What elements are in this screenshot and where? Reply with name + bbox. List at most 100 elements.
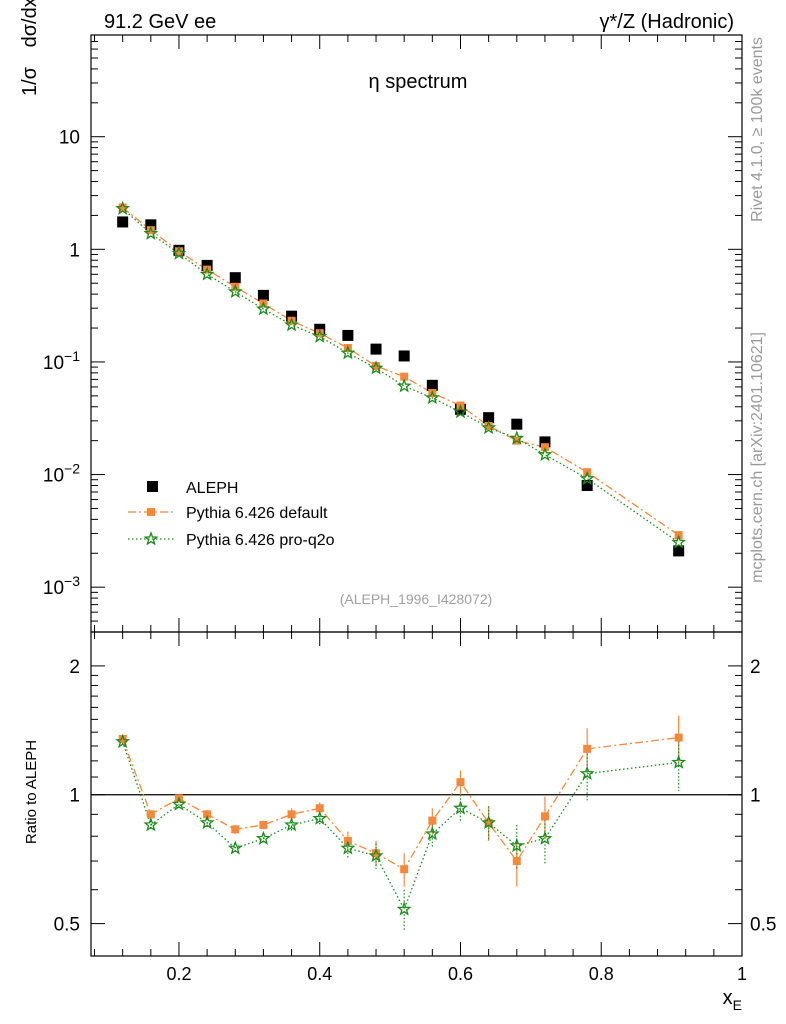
proq2o-point [255, 301, 271, 316]
ratio-y-tick-label-right: 2 [750, 657, 761, 678]
ratio-y-tick-label-right: 0.5 [750, 915, 776, 936]
y-tick-base: 1 [69, 240, 80, 261]
ylabel-main: dσ/dx [19, 0, 41, 47]
aleph-point [673, 545, 685, 557]
ratio-proq2o-point [115, 733, 131, 749]
ratio-frame [90, 631, 743, 957]
aleph-point [257, 289, 269, 301]
y-tick-base: 10 [43, 466, 64, 487]
aleph-point [201, 259, 213, 271]
ratio-line-default [122, 736, 679, 871]
proq2o-point [671, 534, 687, 549]
x-tick-label: 0.6 [448, 964, 473, 984]
ratio-proq2o-point [171, 796, 187, 811]
proq2o-point [453, 404, 468, 419]
ratio-default-point [583, 744, 592, 753]
y-tick-label: 1 [69, 240, 80, 261]
ratio-ylabel: Ratio to ALEPH [23, 740, 40, 844]
default-point [118, 203, 127, 212]
xlabel-main: x [723, 987, 733, 1009]
y-tick-base: 10 [43, 353, 64, 374]
ratio-proq2o-point [143, 817, 159, 832]
header-right-label: γ*/Z (Hadronic) [600, 11, 734, 33]
ratio-default-point [259, 820, 268, 829]
aleph-point [145, 219, 157, 231]
legend-label-proq2o: Pythia 6.426 pro-q2o [186, 532, 335, 549]
ratio-proq2o-point [255, 830, 271, 845]
x-tick-label: 0.2 [166, 964, 191, 984]
aleph-point [539, 436, 551, 448]
ratio-default-point [372, 849, 381, 858]
proq2o-point [368, 360, 384, 375]
y-tick-label: 10−1 [43, 348, 80, 374]
legend: ALEPH Pythia 6.426 default Pythia 6.426 … [128, 480, 335, 549]
ratio-default-point [231, 825, 240, 834]
ratio-default-point [146, 810, 155, 819]
ratio-y-tick-label-right: 1 [750, 786, 761, 807]
legend-marker-aleph [147, 481, 158, 492]
ratio-proq2o-point [481, 814, 497, 830]
proq2o-point [312, 328, 328, 343]
analysis-id-label: (ALEPH_1996_I428072) [340, 591, 493, 607]
proq2o-point [481, 419, 497, 435]
aleph-point [398, 350, 410, 362]
y-tick-exponent: −2 [64, 461, 80, 477]
default-point [146, 226, 155, 235]
ratio-default-point [287, 810, 296, 819]
aleph-point [229, 272, 241, 284]
main-ylabel: 1/σ dσ/dx E [19, 0, 41, 96]
ratio-series [115, 715, 687, 932]
rivet-version-label: Rivet 4.1.0, ≥ 100k events [749, 37, 766, 222]
ratio-proq2o-point [424, 826, 440, 841]
proq2o-point [424, 389, 440, 405]
default-point [372, 362, 381, 371]
ratio-proq2o-point [199, 814, 215, 830]
aleph-point [286, 310, 298, 322]
aleph-point [483, 412, 495, 424]
y-tick-exponent: −3 [64, 573, 80, 589]
ratio-default-point [203, 810, 212, 819]
proq2o-point [509, 430, 525, 445]
proq2o-point [284, 317, 300, 332]
y-tick-base: 10 [43, 578, 64, 599]
ratio-proq2o-point [537, 830, 553, 845]
proq2o-point [227, 283, 243, 299]
ratio-proq2o-point [340, 840, 356, 855]
ratio-default-point [512, 857, 521, 866]
ratio-proq2o-point [509, 837, 525, 853]
ratio-panel: 0.2 0.4 0.6 0.8 1 2 2 1 1 0.5 0.5 Ratio to ALEPH x… [23, 631, 776, 1013]
ratio-y-tick-label: 0.5 [54, 915, 80, 936]
ratio-default-point [484, 818, 493, 827]
proq2o-point [579, 470, 595, 486]
ratio-xlabel: xE [723, 987, 742, 1013]
legend-label-default: Pythia 6.426 default [186, 505, 328, 522]
proq2o-point [115, 200, 131, 215]
ylabel-prefix: 1/σ [19, 66, 41, 96]
ratio-proq2o-point [396, 901, 412, 916]
ratio-proq2o-point [227, 840, 243, 855]
ratio-proq2o-point [671, 754, 687, 769]
main-series [115, 200, 687, 557]
x-tick-label: 0.8 [589, 964, 614, 984]
default-point [174, 247, 183, 256]
proq2o-point [171, 245, 187, 260]
ratio-default-point [118, 734, 127, 743]
ratio-default-point [400, 865, 409, 874]
x-tick-label: 0.4 [307, 964, 332, 984]
aleph-point [342, 329, 354, 341]
ratio-proq2o-point [368, 847, 384, 863]
ratio-ticks: 0.2 0.4 0.6 0.8 1 2 2 1 1 0.5 0.5 [54, 632, 776, 984]
ratio-default-point [428, 816, 437, 825]
ratio-proq2o-point [453, 800, 468, 815]
y-tick-label: 10−2 [43, 461, 80, 487]
default-point [484, 421, 493, 430]
legend-marker-proq2o [143, 531, 159, 546]
ratio-default-point [315, 804, 324, 813]
ratio-default-point [674, 733, 683, 742]
mcplots-label: mcplots.cern.ch [arXiv:2401.10621] [749, 332, 766, 583]
aleph-point [370, 343, 382, 355]
ratio-y-tick-label: 2 [69, 657, 80, 678]
ratio-default-point [456, 778, 465, 787]
ratio-y-tick-label: 1 [69, 786, 80, 807]
proq2o-point [396, 378, 412, 393]
